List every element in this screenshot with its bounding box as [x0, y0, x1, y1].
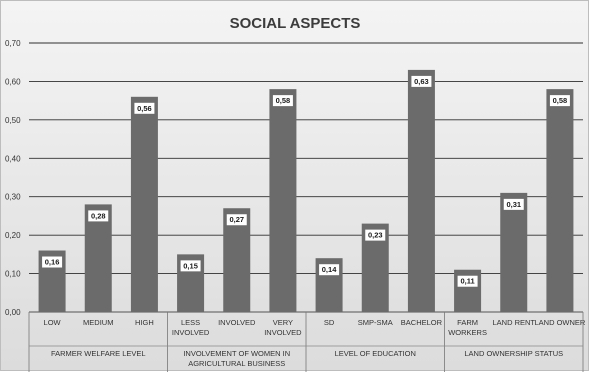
- data-label: 0,56: [137, 104, 152, 113]
- category-label: SD: [324, 318, 335, 327]
- category-label: HIGH: [135, 318, 154, 327]
- data-label-bg: [549, 95, 570, 107]
- bar: [84, 204, 112, 312]
- data-label-bg: [88, 210, 109, 222]
- category-label: BACHELOR: [401, 318, 443, 327]
- category-label: FARM: [457, 318, 478, 327]
- group-label: AGRICULTURAL BUSINESS: [188, 359, 285, 368]
- category-label: WORKERS: [448, 328, 487, 337]
- chart-title: SOCIAL ASPECTS: [230, 15, 361, 32]
- y-tick-label: 0,00: [5, 308, 21, 317]
- group-label: LEVEL OF EDUCATION: [335, 349, 416, 358]
- y-tick-label: 0,60: [5, 77, 21, 86]
- data-label: 0,28: [91, 211, 106, 220]
- data-label: 0,16: [45, 258, 60, 267]
- bar: [546, 89, 574, 312]
- data-label: 0,14: [322, 265, 337, 274]
- category-label: LAND RENT: [492, 318, 535, 327]
- category-label: INVOLVED: [172, 328, 210, 337]
- data-label-bg: [503, 198, 524, 210]
- data-label: 0,11: [460, 277, 474, 286]
- data-label-bg: [134, 102, 155, 114]
- data-label-bg: [319, 264, 340, 276]
- data-label-bg: [272, 95, 293, 107]
- data-label: 0,31: [506, 200, 521, 209]
- category-label: INVOLVED: [264, 328, 302, 337]
- data-label-bg: [180, 260, 201, 272]
- y-tick-label: 0,70: [5, 39, 21, 48]
- bar: [223, 208, 251, 312]
- data-label: 0,63: [414, 77, 429, 86]
- data-label: 0,58: [276, 96, 291, 105]
- group-label: LAND OWNERSHIP STATUS: [464, 349, 563, 358]
- bar: [407, 69, 435, 313]
- y-tick-label: 0,30: [5, 193, 21, 202]
- data-label: 0,58: [553, 96, 568, 105]
- data-label-bg: [226, 214, 247, 226]
- data-label: 0,23: [368, 231, 383, 240]
- category-label: VERY: [273, 318, 293, 327]
- bar: [269, 89, 297, 312]
- data-label: 0,27: [229, 215, 244, 224]
- category-label: LAND OWNER: [534, 318, 585, 327]
- y-tick-label: 0,50: [5, 116, 21, 125]
- y-tick-label: 0,10: [5, 270, 21, 279]
- data-label-bg: [42, 256, 63, 268]
- category-label: MEDIUM: [83, 318, 113, 327]
- y-tick-label: 0,40: [5, 154, 21, 163]
- group-label: INVOLVEMENT OF WOMEN IN: [183, 349, 290, 358]
- data-label-bg: [365, 229, 386, 241]
- data-label-bg: [457, 275, 478, 287]
- y-tick-label: 0,20: [5, 231, 21, 240]
- bar: [500, 192, 528, 312]
- category-label: INVOLVED: [218, 318, 256, 327]
- bar: [130, 96, 158, 312]
- category-label: SMP-SMA: [358, 318, 393, 327]
- data-label-bg: [411, 75, 432, 87]
- data-label: 0,15: [183, 261, 198, 270]
- category-label: LOW: [44, 318, 62, 327]
- category-label: LESS: [181, 318, 200, 327]
- group-label: FARMER WELFARE LEVEL: [51, 349, 146, 358]
